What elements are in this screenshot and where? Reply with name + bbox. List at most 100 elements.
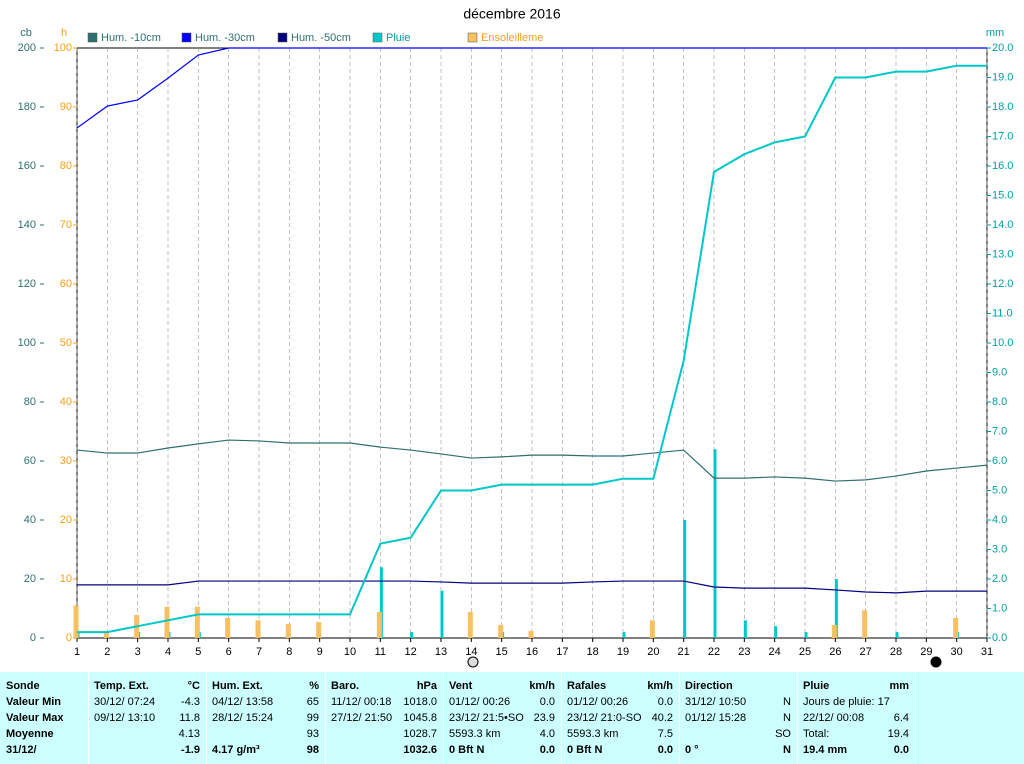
cell-text: 0 ° [685,744,699,756]
stats-column: Direction 31/12/ 10:50 N 01/12/ 15:28 N SO 0 °… [679,678,797,762]
chart: décembre 2016 cb h mm 1 2 3 4 5 6 7 8 9 10 11 12 13 1… [18,6,1013,668]
bar [743,620,747,638]
column-separator [915,672,916,764]
y2-tick-label: 50 [60,337,72,349]
y3-tick-label: 7.0 [992,425,1007,437]
bar [895,632,899,638]
cell-text: 23.9 [533,712,555,724]
stats-cell: 19.4 mm 0.0 [803,742,909,758]
stats-cell: Vent km/h [449,678,555,694]
column-separator [797,672,798,764]
stats-cell: 0 ° N [685,742,791,758]
bar [953,617,959,638]
cell-text: 30/12/ 07:24 [94,696,156,708]
x-tick-label: 3 [135,646,141,658]
x-tick-label: 26 [829,646,841,658]
y-tick-label: 200 [18,42,36,54]
stats-column: Sonde Valeur Min Valeur Max Moyenne 31/12/ [0,678,88,762]
y3-tick-label: 12.0 [992,278,1013,290]
y2-tick-label: 10 [60,573,72,585]
cell-text: Baro. [331,680,360,692]
x-tick-label: 14 [465,646,477,658]
legend-label: Hum. -10cm [101,32,161,44]
cell-text: 0.0 [893,744,909,756]
y-tick-label: 80 [24,396,36,408]
y3-tick-label: 19.0 [992,71,1013,83]
x-tick-label: 29 [920,646,932,658]
y3-tick-label: 20.0 [992,42,1013,54]
cell-text: Vent [449,680,473,692]
y3-axis-label: mm [986,27,1004,39]
cell-text: 5593.3 km [449,728,501,740]
legend-label: Hum. -50cm [291,32,351,44]
bar [225,617,231,638]
y2-axis-label: h [61,27,67,39]
cell-text: km/h [529,680,555,692]
cell-text: 93 [306,728,319,740]
x-tick-label: 9 [317,646,323,658]
stats-cell: 1028.7 [331,726,437,742]
x-tick-label: 11 [375,646,386,658]
y-tick-label: 140 [18,219,36,231]
cell-text: 7.5 [657,728,673,740]
x-tick-label: 8 [286,646,292,658]
y3-tick-label: 17.0 [992,130,1013,142]
cell-text: 6.4 [893,712,909,724]
stats-cell: 5593.3 km 7.5 [567,726,673,742]
stats-cell: 31/12/ [6,742,82,758]
y-tick-label: 20 [24,573,36,585]
stats-cell: -1.9 [94,742,200,758]
bar [713,449,717,638]
cell-text: 23/12/ 21:5•SO [449,712,524,724]
stats-column: Pluie mm Jours de pluie: 17 22/12/ 00:08 6.4… [797,678,915,762]
y-axis-label: cb [20,27,32,39]
bar [255,620,261,638]
x-tick-label: 21 [678,646,690,658]
bar [379,567,383,638]
legend-swatch [181,32,192,43]
series-line [76,439,988,482]
stats-column: Hum. Ext.% 04/12/ 13:58 65 28/12/ 15:24 99 93… [206,678,325,762]
stats-cell: Direction [685,678,791,694]
y3-tick-label: 4.0 [992,514,1007,526]
cell-text: Pluie [803,680,830,692]
x-tick-label: 20 [647,646,659,658]
legend-swatch [467,32,478,43]
bar [498,625,504,638]
x-tick-label: 5 [195,646,201,658]
cell-text: 98 [306,744,319,756]
y-tick-label: 0 [30,632,36,644]
stats-cell: 93 [212,726,319,742]
x-tick-label: 28 [890,646,902,658]
stats-cell: Valeur Min [6,694,82,710]
stats-cell: 27/12/ 21:50 1045.8 [331,710,437,726]
y3-tick-label: 10.0 [992,337,1013,349]
series-line [77,64,987,634]
legend-label: Hum. -30cm [195,32,255,44]
y3-tick-label: 5.0 [992,484,1007,496]
y2-tick-label: 20 [60,514,72,526]
cell-text: N [783,744,791,756]
y3-tick-label: 8.0 [992,396,1007,408]
y2-tick-label: 70 [60,219,72,231]
cell-text: Valeur Min [6,696,62,708]
cell-text: SO [775,728,791,740]
stats-cell: 01/12/ 00:26 0.0 [567,694,673,710]
cell-text: km/h [647,680,673,692]
stats-cell: 04/12/ 13:58 65 [212,694,319,710]
cell-text: Rafales [567,680,607,692]
cell-text: 11.8 [179,712,200,724]
cell-text: 09/12/ 13:10 [94,712,156,724]
bar [164,606,170,638]
stats-cell: 28/12/ 15:24 99 [212,710,319,726]
y3-tick-label: 1.0 [992,602,1007,614]
stats-cell: Moyenne [6,726,82,742]
y-tick-label: 180 [18,101,36,113]
stats-cell: Hum. Ext.% [212,678,319,694]
cell-text: 0.0 [539,744,555,756]
x-tick-label: 13 [435,646,447,658]
stats-cell: 11/12/ 00:18 1018.0 [331,694,437,710]
y3-tick-label: 16.0 [992,160,1013,172]
cell-text: 0 Bft N [449,744,485,756]
